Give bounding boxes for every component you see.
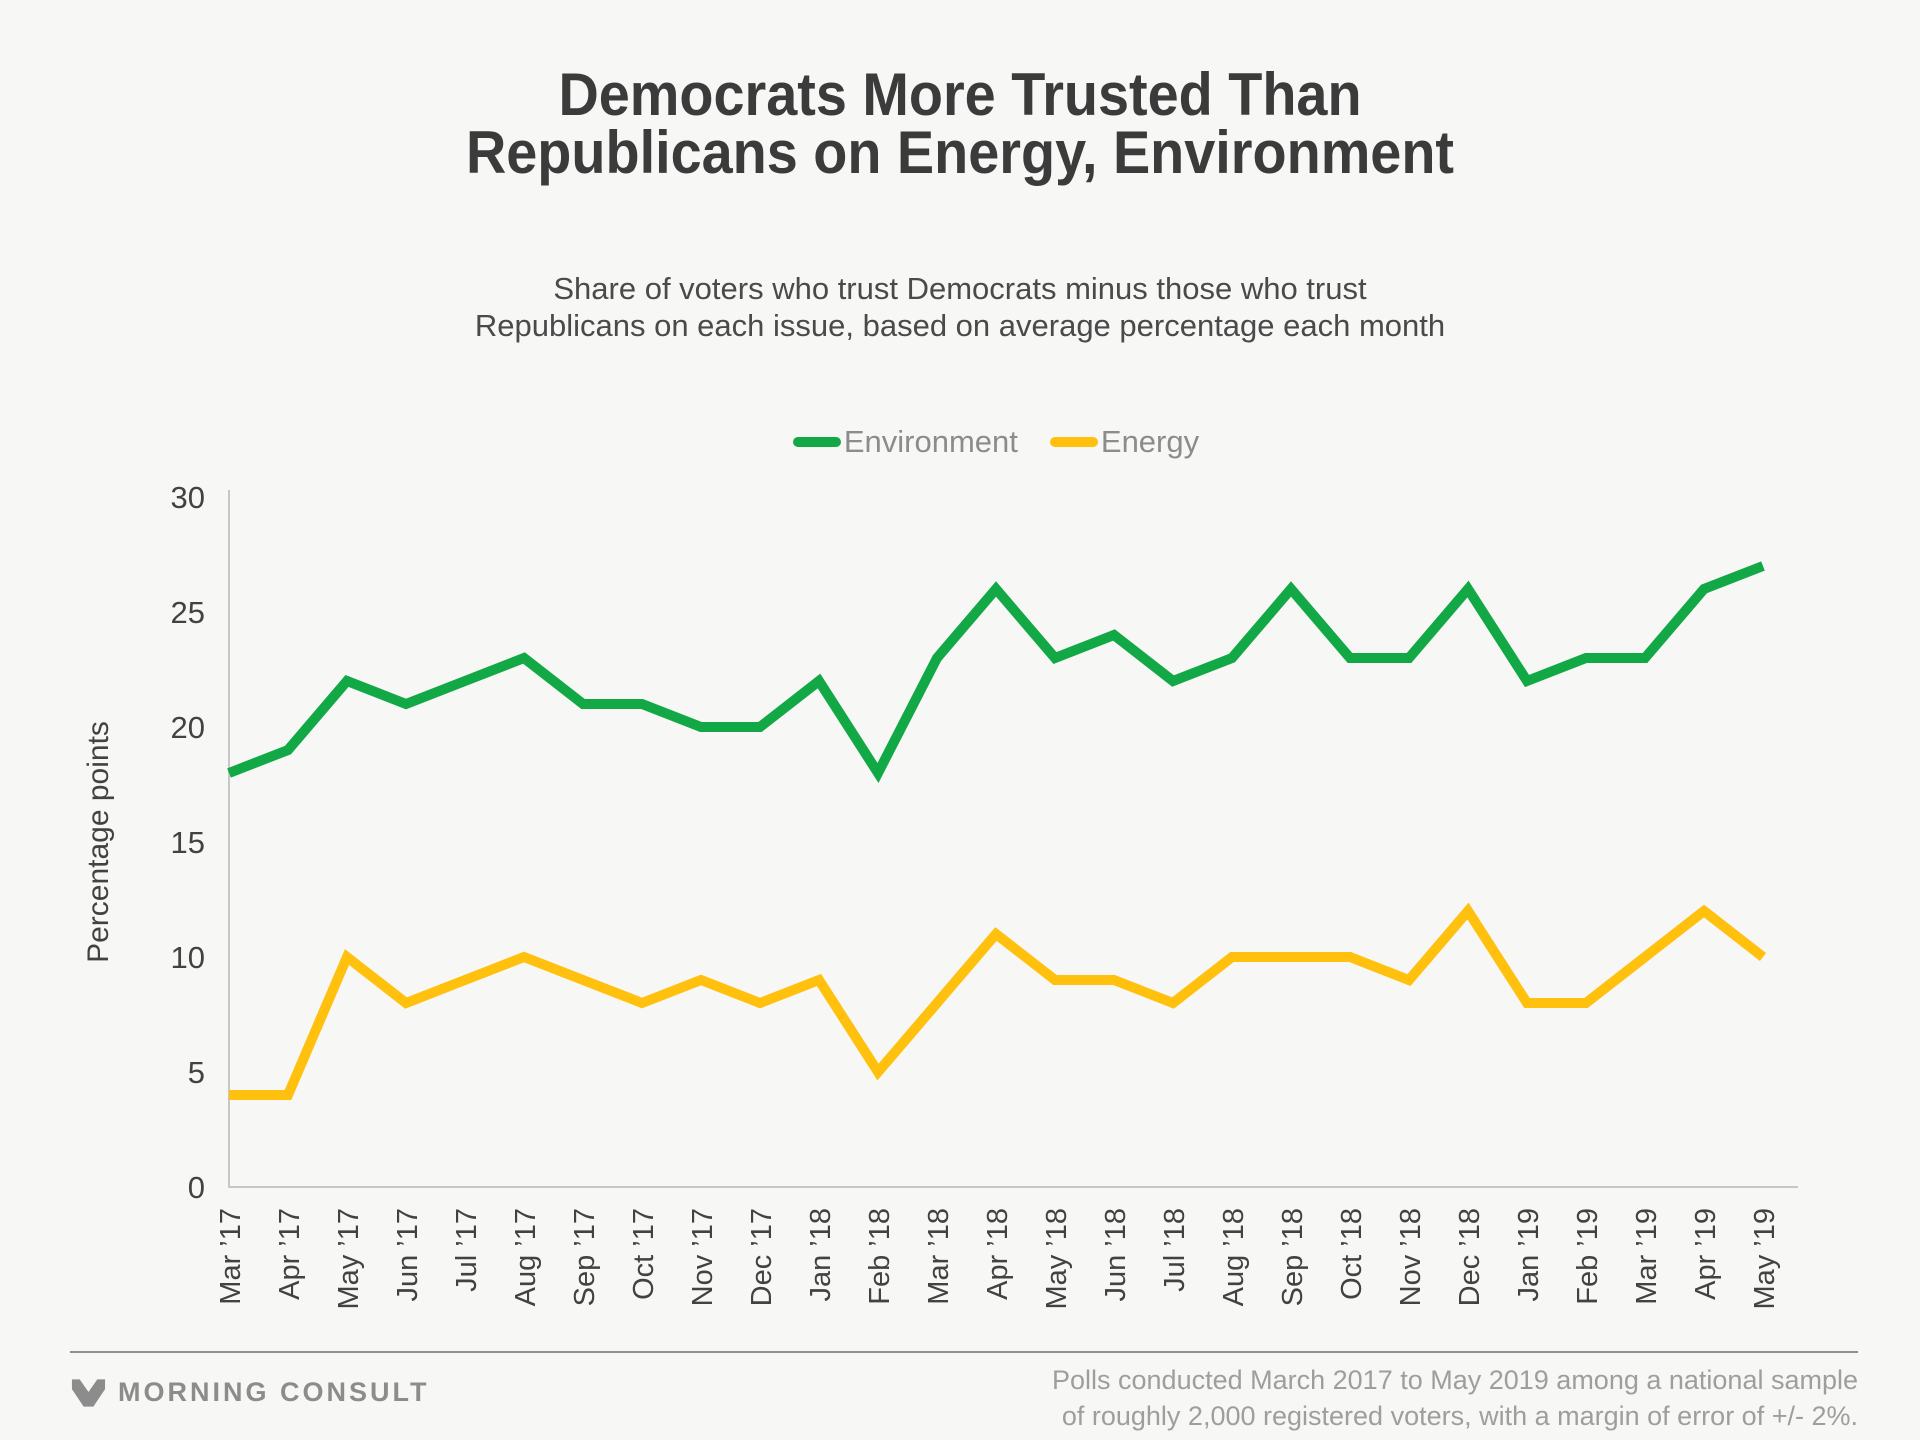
x-axis-tick-label: Feb ’18 (864, 1208, 896, 1305)
x-axis-tick-label: Apr ’19 (1690, 1208, 1722, 1300)
energy-swatch-icon (1049, 437, 1098, 447)
x-axis-tick-label: Dec ’17 (746, 1208, 778, 1306)
x-axis-tick-label: Apr ’18 (982, 1208, 1014, 1300)
x-axis-tick-label: May ’19 (1749, 1208, 1781, 1310)
x-axis-tick-label: Sep ’17 (569, 1208, 601, 1306)
x-axis-tick-label: Nov ’17 (687, 1208, 719, 1306)
environment-line (227, 561, 1765, 784)
x-axis-tick-label: Aug ’17 (510, 1208, 542, 1306)
legend-label-environment: Environment (843, 424, 1018, 459)
note-line-2: of roughly 2,000 registered voters, with… (1061, 1401, 1858, 1431)
x-axis-tick-label: Sep ’18 (1277, 1208, 1309, 1306)
title-line-1: Democrats More Trusted Than (558, 61, 1362, 128)
x-axis-tick-label: Oct ’17 (628, 1208, 660, 1300)
subtitle-line-1: Share of voters who trust Democrats minu… (553, 271, 1367, 306)
x-axis-tick-label: Dec ’18 (1454, 1208, 1486, 1306)
chart-legend: Environment Energy (229, 424, 1763, 460)
x-axis-tick-label: Jul ’17 (451, 1208, 483, 1292)
y-axis-tick-label: 10 (171, 940, 205, 975)
y-axis-tick-label: 15 (171, 825, 205, 860)
x-axis-tick-label: Aug ’18 (1218, 1208, 1250, 1306)
morning-consult-mark-icon (71, 1378, 106, 1407)
note-line-1: Polls conducted March 2017 to May 2019 a… (1052, 1365, 1858, 1395)
x-axis-tick-label: Oct ’18 (1336, 1208, 1368, 1300)
chart-subtitle: Share of voters who trust Democrats minu… (0, 270, 1920, 344)
x-axis-tick-label: May ’17 (333, 1208, 365, 1310)
environment-swatch-icon (792, 437, 841, 447)
footer-divider (70, 1351, 1858, 1353)
subtitle-line-2: Republicans on each issue, based on aver… (474, 308, 1446, 343)
page-title: Democrats More Trusted Than Republicans … (67, 61, 1853, 186)
y-axis-tick-label: 20 (171, 710, 205, 745)
x-axis-tick-label: Jan ’18 (805, 1208, 837, 1302)
x-axis-tick-label: Jun ’18 (1100, 1208, 1132, 1302)
legend-item-environment: Environment (792, 424, 1018, 460)
methodology-note: Polls conducted March 2017 to May 2019 a… (1052, 1362, 1858, 1434)
x-axis-tick-label: Jun ’17 (392, 1208, 424, 1302)
x-axis-tick-label: Mar ’18 (923, 1208, 955, 1305)
y-axis-tick-label: 0 (188, 1170, 205, 1205)
y-axis-tick-label: 25 (171, 595, 205, 630)
x-axis-tick-label: Nov ’18 (1395, 1208, 1427, 1306)
x-axis-tick-label: Feb ’19 (1572, 1208, 1604, 1305)
brand-name: MORNING CONSULT (118, 1377, 430, 1407)
y-axis-title: Percentage points (82, 721, 115, 963)
y-axis-tick-label: 5 (188, 1055, 205, 1090)
x-axis-tick-label: Jul ’18 (1159, 1208, 1191, 1292)
x-axis-tick-label: Jan ’19 (1513, 1208, 1545, 1302)
title-line-2: Republicans on Energy, Environment (465, 119, 1455, 186)
energy-line (229, 902, 1767, 1100)
x-axis-tick-label: May ’18 (1041, 1208, 1073, 1310)
x-axis-tick-label: Mar ’17 (215, 1208, 247, 1305)
legend-label-energy: Energy (1100, 424, 1200, 459)
legend-item-energy: Energy (1049, 424, 1200, 460)
y-axis-tick-label: 30 (171, 480, 205, 515)
morning-consult-logo: MORNING CONSULT (70, 1377, 429, 1408)
x-axis-tick-label: Mar ’19 (1631, 1208, 1663, 1305)
x-axis-tick-label: Apr ’17 (274, 1208, 306, 1300)
